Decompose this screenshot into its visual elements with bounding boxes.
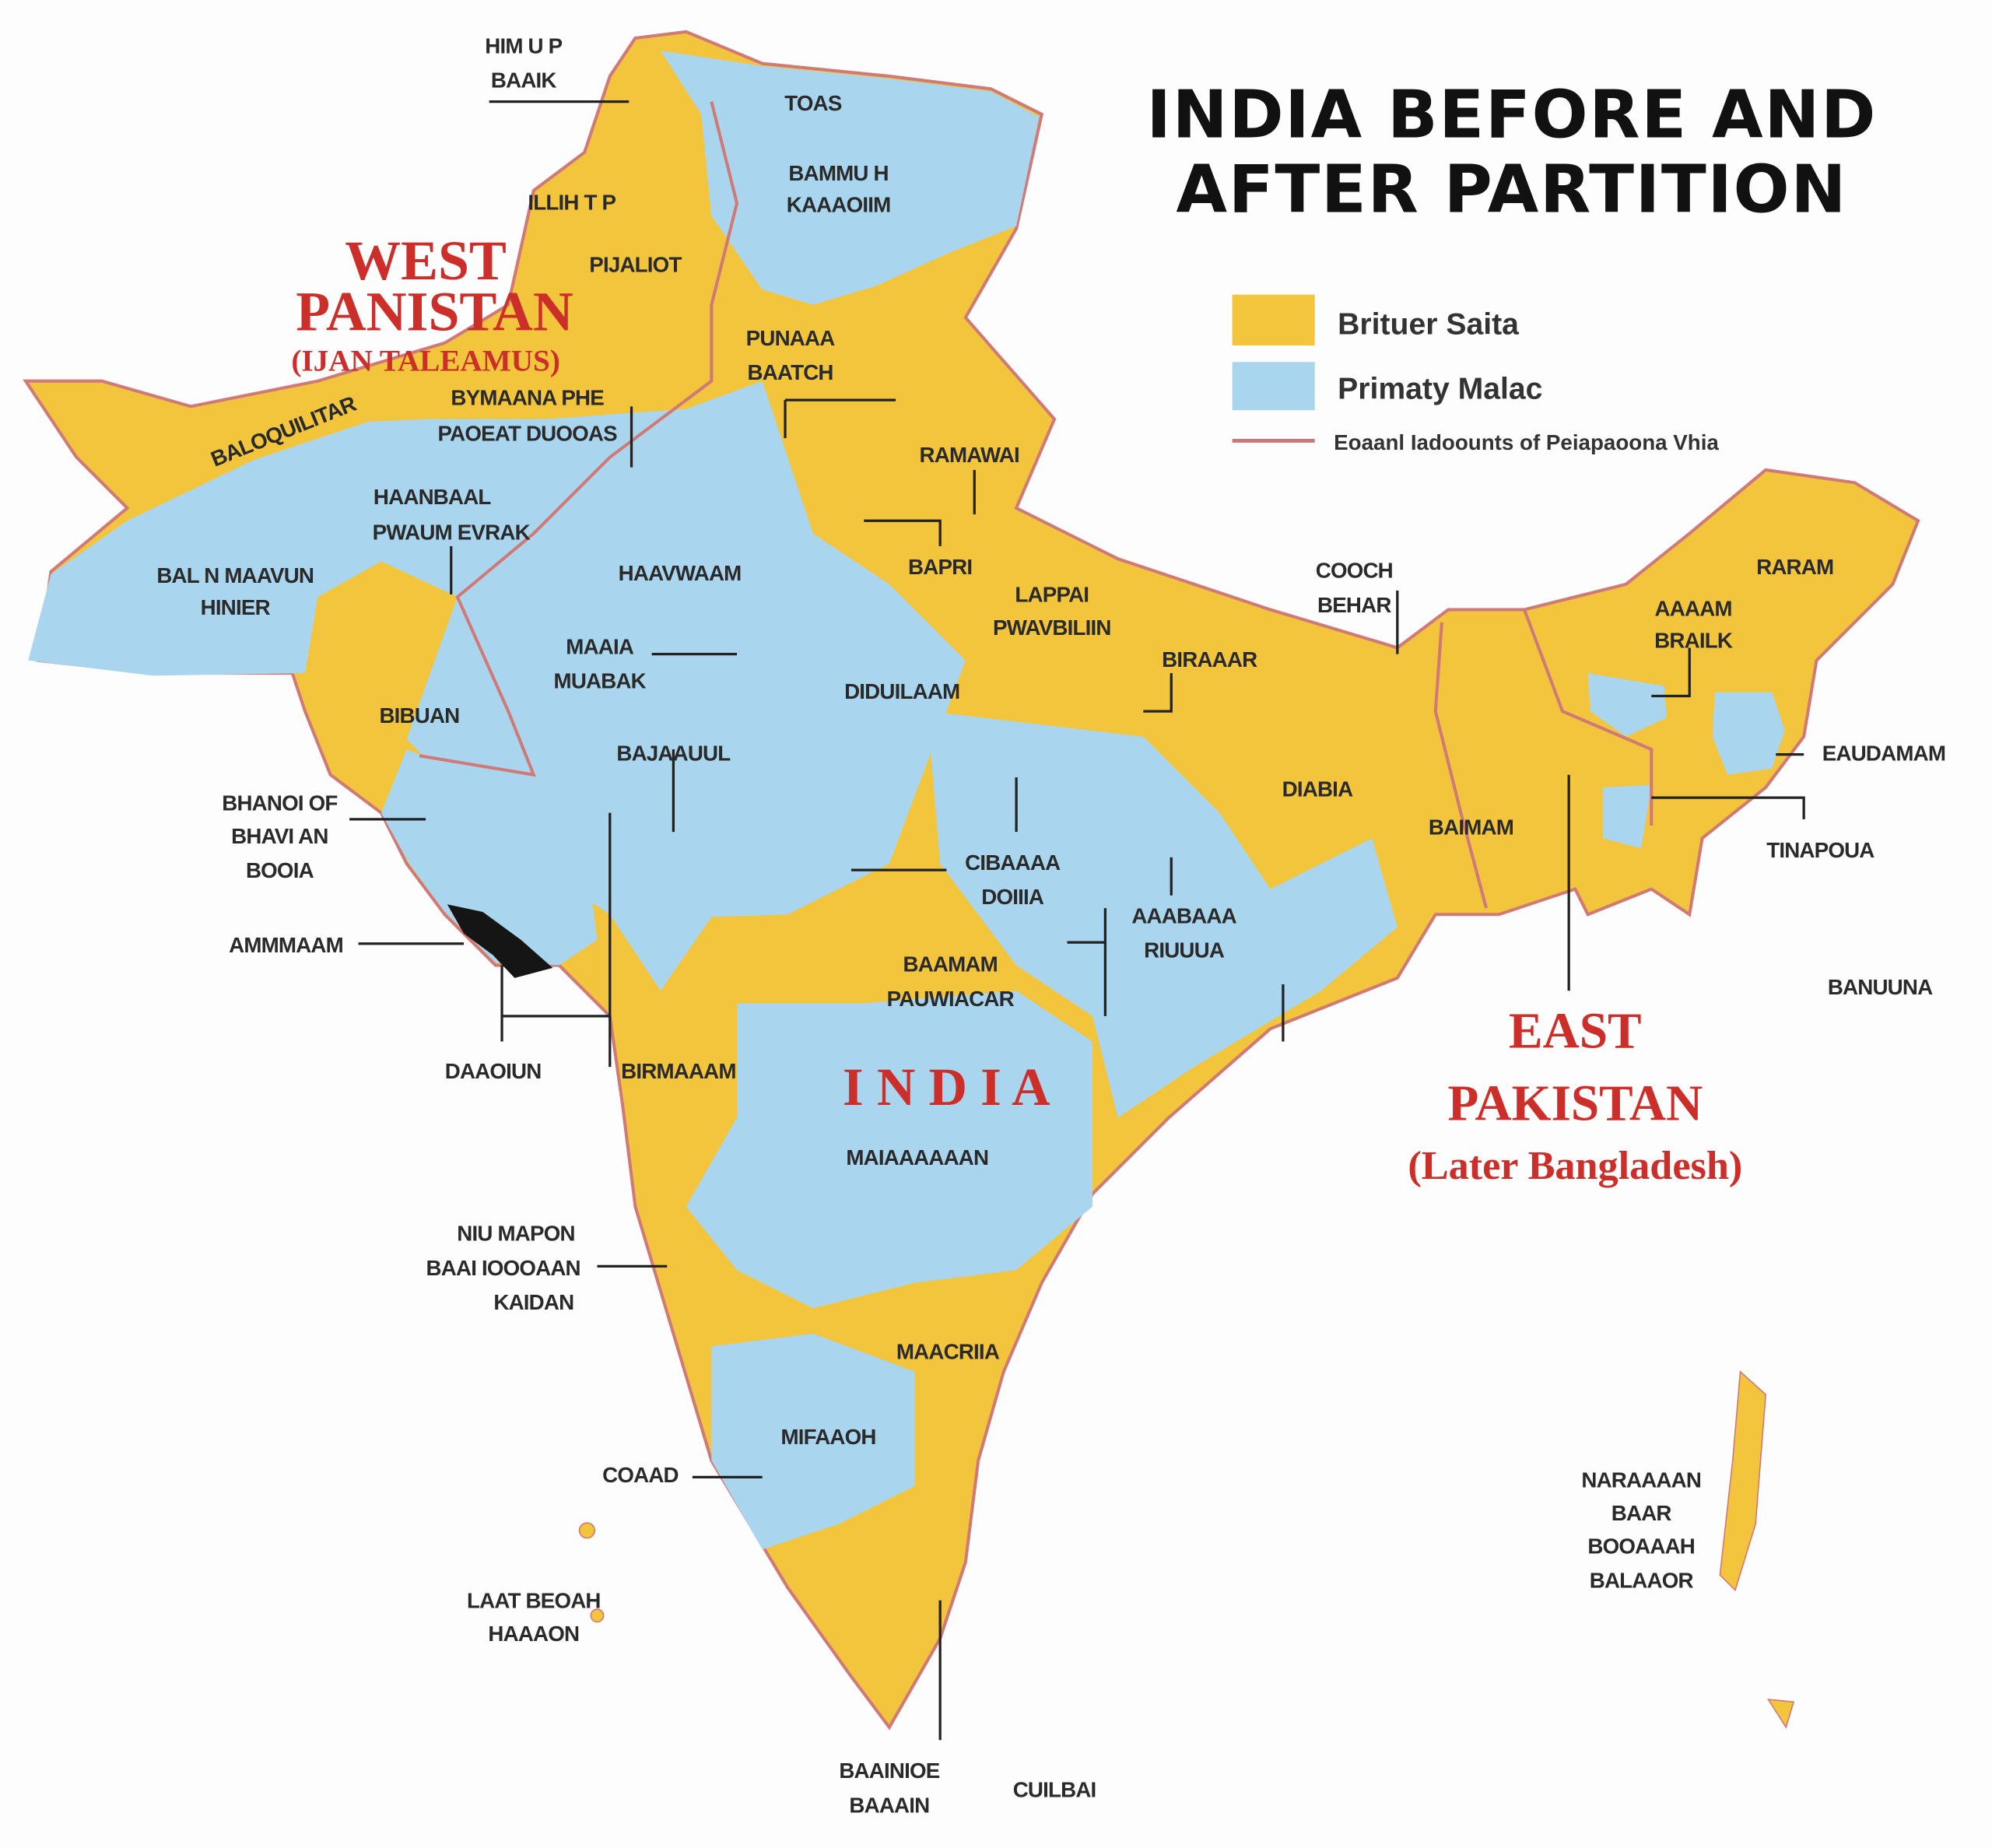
place-label: BAAMAM — [903, 952, 998, 977]
region-kashmir — [661, 51, 1040, 305]
place-label: BOOIA — [246, 858, 314, 882]
place-label: EAUDAMAM — [1822, 742, 1945, 766]
place-label: HAANBAAL — [374, 485, 491, 509]
place-label: AMMMAAM — [229, 933, 343, 957]
place-label: DOIIIA — [981, 885, 1044, 909]
place-label: BAL N MAAVUN — [156, 563, 314, 587]
place-label: COOCH — [1316, 559, 1393, 583]
region-assam-a — [1587, 673, 1667, 737]
place-label: BRAILK — [1654, 628, 1733, 652]
region-tripura — [1603, 784, 1652, 849]
place-label: RARAM — [1756, 555, 1833, 579]
place-label: BAPRI — [908, 555, 972, 579]
legend-swatch-blue — [1232, 362, 1315, 411]
legend-label: Eoaanl Iadoounts of Peiapaoona Vhia — [1334, 430, 1719, 454]
place-label: PWAUM EVRAK — [373, 521, 531, 545]
place-label: AAABAAA — [1131, 904, 1236, 928]
place-label: BIRAAAR — [1162, 647, 1257, 672]
india-label: I N D I A — [843, 1057, 1050, 1117]
west-pakistan-sublabel: (IJAN TALEAMUS) — [291, 345, 560, 378]
east-pakistan-label: PAKISTAN — [1448, 1076, 1703, 1132]
place-label: CUILBAI — [1013, 1778, 1096, 1802]
legend-label: Primaty Malac — [1338, 373, 1542, 406]
place-label: PIJALIOT — [589, 252, 682, 276]
place-label: BHANOI OF — [222, 791, 337, 815]
place-label: NARAAAAN — [1581, 1468, 1701, 1492]
place-labels: HIM U P BAAIK TOAS BAMMU H KAAAOIIM ILLI… — [156, 34, 1946, 1818]
place-label: MAACRIIA — [896, 1340, 1000, 1364]
place-label: RIUUUA — [1144, 938, 1225, 963]
region-deccan — [686, 991, 1093, 1309]
place-label: MAAIA — [566, 635, 634, 659]
region-gujarat — [381, 749, 598, 966]
nicobar-island — [1766, 1699, 1795, 1729]
place-label: AAAAM — [1655, 597, 1732, 621]
lakshadweep-island — [578, 1522, 596, 1539]
place-label: NIU MAPON — [457, 1222, 574, 1246]
region-south — [711, 1333, 915, 1550]
place-label: PWAVBILIIN — [993, 615, 1111, 640]
place-label: DIABIA — [1282, 777, 1353, 801]
lakshadweep-island — [590, 1608, 605, 1623]
place-label: PAOEAT DUOOAS — [438, 421, 618, 445]
legend-label: Brituer Saita — [1338, 307, 1520, 341]
place-label: BAAINIOE — [839, 1759, 939, 1783]
place-label: BYMAANA PHE — [451, 386, 604, 410]
place-label: BANUUNA — [1828, 975, 1933, 999]
partition-borders — [419, 101, 1654, 909]
princely-regions — [28, 51, 1785, 1550]
place-label: BAAAIN — [849, 1793, 929, 1817]
place-label: BAAI IOOOAAN — [426, 1256, 580, 1280]
map-title-line-2: AFTER PARTITION — [1176, 152, 1847, 229]
place-label: MIFAAOH — [780, 1425, 875, 1449]
place-label: RAMAWAI — [920, 443, 1019, 467]
leader-lines — [349, 100, 1805, 1741]
place-label: BHAVI AN — [231, 824, 328, 848]
place-label: HAAVWAAM — [619, 561, 742, 585]
place-label: BALAAOR — [1590, 1568, 1694, 1592]
place-label: BAAR — [1611, 1501, 1672, 1525]
place-label: HINIER — [201, 595, 271, 619]
west-pakistan-label: WEST — [345, 230, 507, 292]
place-label: PUNAAA — [746, 326, 836, 350]
place-label: CIBAAAA — [965, 850, 1061, 875]
place-label: PAUWIACAR — [887, 987, 1015, 1011]
place-label: COAAD — [602, 1463, 679, 1487]
place-label: BAJAAUUL — [616, 742, 731, 766]
region-central-east — [927, 711, 1398, 1118]
place-label: BOOAAAH — [1587, 1534, 1695, 1558]
place-label: BAAIK — [491, 68, 557, 93]
map-title-line-1: INDIA BEFORE AND — [1146, 76, 1877, 153]
place-label: BIBUAN — [379, 703, 459, 728]
place-label: ILLIH T P — [528, 190, 615, 214]
region-west — [28, 419, 447, 676]
region-assam-b — [1712, 692, 1785, 775]
kutch-dark-region — [447, 904, 553, 978]
place-label: BAIMAM — [1429, 815, 1513, 839]
place-label: MAIAAAAAAN — [846, 1145, 988, 1169]
place-label: MUABAK — [554, 669, 647, 693]
place-label: DIDUILAAM — [844, 679, 959, 703]
east-pakistan-sublabel: (Later Bangladesh) — [1408, 1143, 1742, 1188]
place-label: HIM U P — [485, 34, 562, 58]
place-label: LAPPAI — [1015, 583, 1089, 607]
place-label: LAAT BEOAH — [467, 1588, 601, 1612]
west-pakistan-label: PANISTAN — [296, 280, 573, 342]
place-label: KAIDAN — [493, 1290, 573, 1314]
place-label: KAAAOIIM — [787, 193, 891, 217]
east-pakistan-label: EAST — [1509, 1004, 1642, 1060]
legend: Brituer Saita Primaty Malac Eoaanl Iadoo… — [1232, 294, 1719, 454]
place-label: BAMMU H — [788, 161, 888, 185]
place-label: BEHAR — [1317, 593, 1391, 617]
legend-swatch-yellow — [1232, 294, 1315, 345]
place-label: TOAS — [784, 91, 842, 115]
place-label: BAATCH — [747, 360, 833, 384]
place-label: HAAAON — [488, 1622, 579, 1646]
place-label: DAAOIUN — [445, 1059, 542, 1083]
andaman-islands — [1719, 1370, 1767, 1592]
place-label: BIRMAAAM — [621, 1059, 736, 1083]
place-label: TINAPOUA — [1766, 838, 1875, 862]
